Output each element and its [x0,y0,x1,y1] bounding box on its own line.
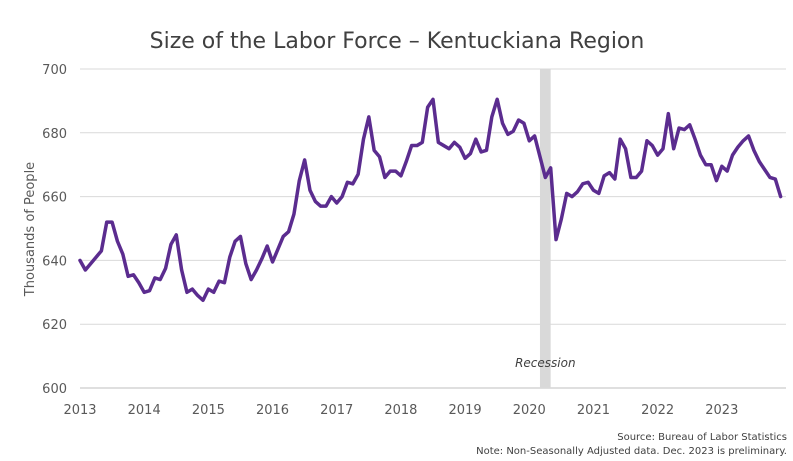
y-tick-label: 680 [42,127,67,142]
series-layer [78,97,783,303]
x-tick-label: 2014 [128,403,161,418]
y-axis-ticks: 600 620 640 660 680 700 [42,63,67,397]
recession-band: Recession [515,69,576,388]
series-line [78,97,783,303]
recession-label: Recession [515,356,576,370]
x-tick-label: 2016 [256,403,289,418]
x-tick-label: 2018 [384,403,417,418]
x-tick-label: 2019 [449,403,482,418]
x-tick-label: 2021 [577,403,610,418]
source-note: Source: Bureau of Labor Statistics [617,432,787,443]
x-tick-label: 2022 [641,403,674,418]
x-axis-ticks: 2013 2014 2015 2016 2017 2018 2019 2020 2021 2022… [63,403,738,418]
x-tick-label: 2015 [192,403,225,418]
y-tick-label: 660 [42,191,67,206]
recession-shade [539,69,551,388]
x-tick-label: 2017 [320,403,353,418]
y-gridlines [80,68,786,389]
y-axis-label: Thousands of People [23,162,38,297]
x-tick-label: 2013 [63,403,96,418]
y-tick-label: 620 [42,318,67,333]
data-note: Note: Non-Seasonally Adjusted data. Dec.… [476,446,787,457]
y-tick-label: 600 [42,382,67,397]
y-tick-label: 640 [42,254,67,269]
x-tick-label: 2020 [513,403,546,418]
chart-title: Size of the Labor Force – Kentuckiana Re… [150,29,645,54]
x-tick-label: 2023 [705,403,738,418]
y-tick-label: 700 [42,63,67,78]
